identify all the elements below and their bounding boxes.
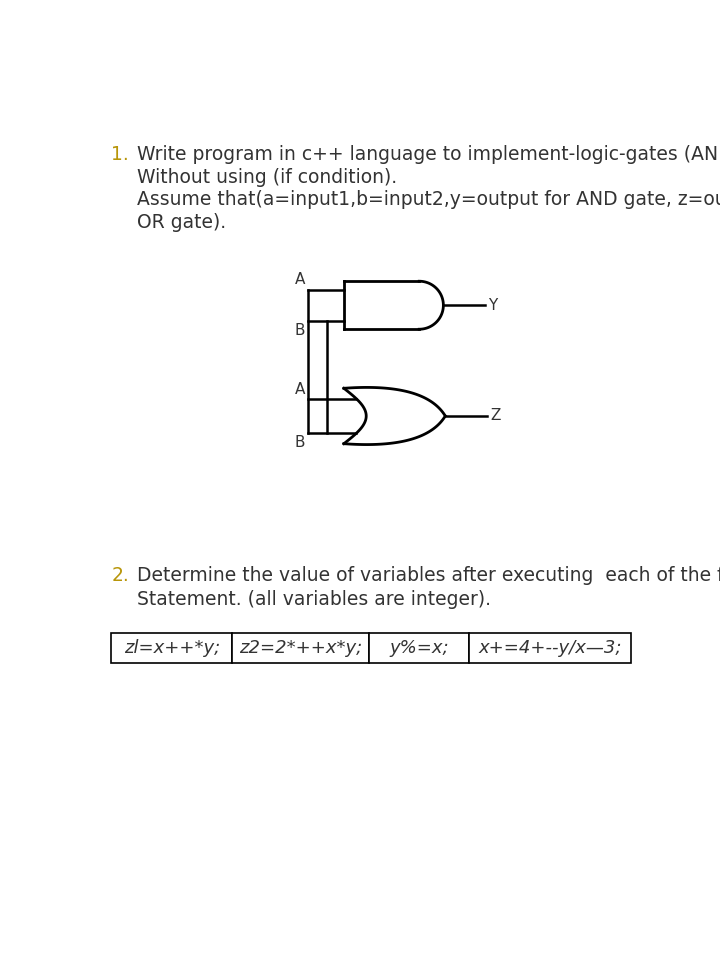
FancyBboxPatch shape [469, 634, 631, 663]
Text: 2.: 2. [111, 566, 129, 585]
Text: B: B [294, 323, 305, 338]
Text: B: B [294, 435, 305, 451]
Text: z2=2*++x*y;: z2=2*++x*y; [239, 640, 362, 657]
Text: OR gate).: OR gate). [138, 213, 227, 232]
Text: A: A [294, 382, 305, 397]
Text: Y: Y [488, 297, 498, 313]
FancyBboxPatch shape [369, 634, 469, 663]
Text: Determine the value of variables after executing  each of the following C++: Determine the value of variables after e… [138, 566, 720, 585]
Text: y%=x;: y%=x; [390, 640, 449, 657]
Text: Write program in c++ language to implement-logic-gates (AND-OR),: Write program in c++ language to impleme… [138, 145, 720, 164]
Text: Without using (if condition).: Without using (if condition). [138, 168, 397, 186]
FancyBboxPatch shape [233, 634, 369, 663]
Text: 1.: 1. [111, 145, 129, 164]
FancyBboxPatch shape [111, 634, 233, 663]
Text: zl=x++*y;: zl=x++*y; [124, 640, 220, 657]
Text: A: A [294, 272, 305, 288]
Text: Z: Z [490, 409, 500, 424]
Text: x+=4+--y/x—3;: x+=4+--y/x—3; [479, 640, 622, 657]
Text: Statement. (all variables are integer).: Statement. (all variables are integer). [138, 590, 492, 609]
Text: Assume that(a=input1,b=input2,y=output for AND gate, z=output  for: Assume that(a=input1,b=input2,y=output f… [138, 191, 720, 209]
